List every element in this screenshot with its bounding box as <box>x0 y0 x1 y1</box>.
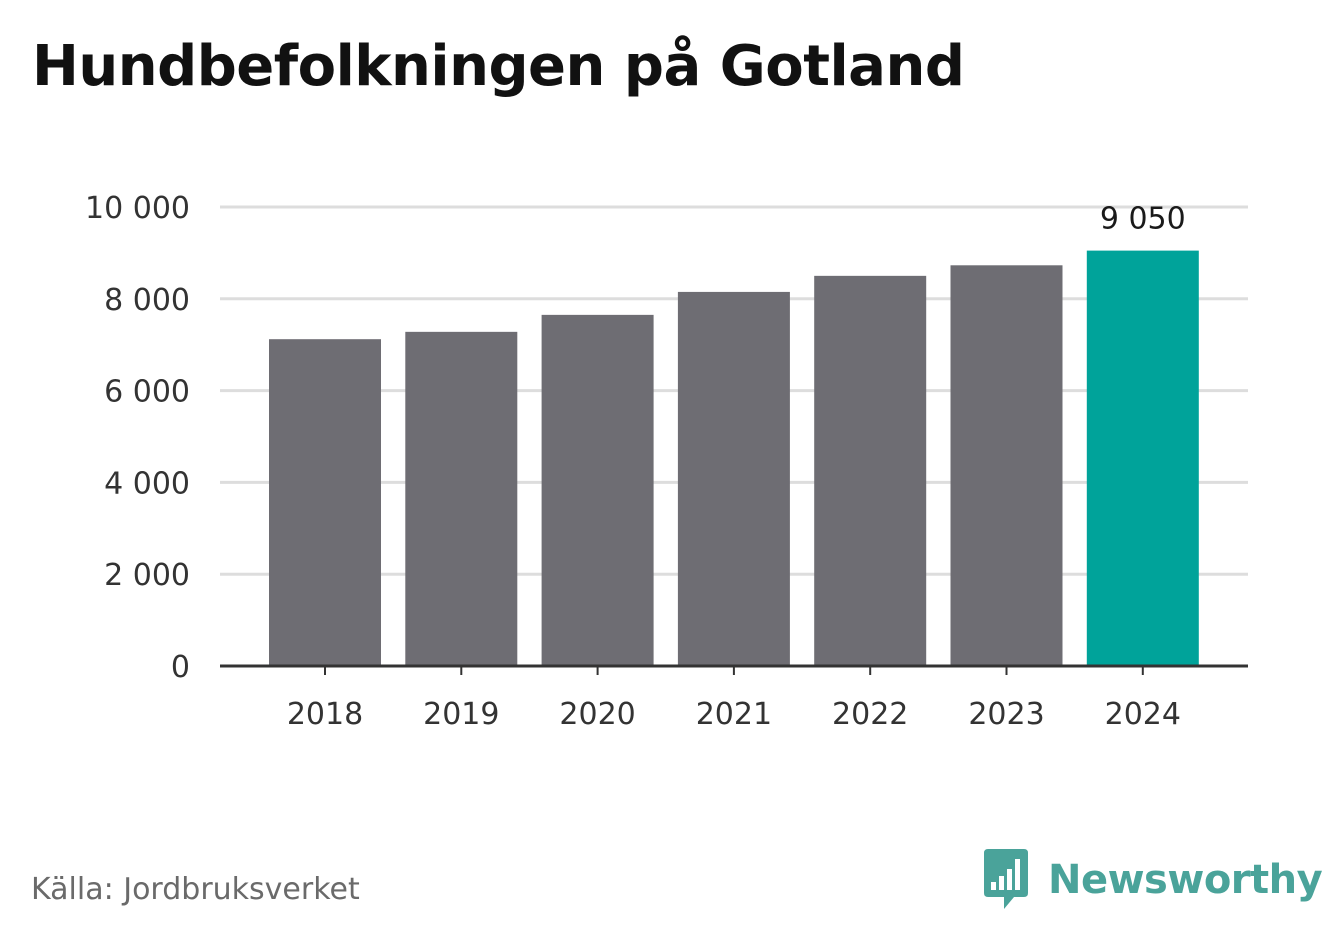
bar <box>950 265 1063 666</box>
bar-value-label: 9 050 <box>1100 202 1186 237</box>
brand-name: Newsworthy <box>1048 857 1322 903</box>
bar <box>269 339 381 666</box>
y-tick-label: 4 000 <box>104 466 190 501</box>
x-tick-label: 2018 <box>287 697 363 732</box>
x-tick-label: 2020 <box>559 697 635 732</box>
brand: Newsworthy <box>982 848 1322 912</box>
y-tick-label: 10 000 <box>85 191 190 226</box>
y-tick-label: 2 000 <box>104 558 190 593</box>
x-tick-label: 2023 <box>968 697 1044 732</box>
x-tick-label: 2019 <box>423 697 499 732</box>
x-tick-label: 2022 <box>832 697 908 732</box>
chart-title: Hundbefolkningen på Gotland <box>32 34 965 99</box>
bar <box>677 291 790 666</box>
y-tick-label: 0 <box>171 650 190 685</box>
bar <box>405 331 518 666</box>
bar <box>1086 250 1199 667</box>
newsworthy-logo-icon <box>984 849 1028 909</box>
bar <box>541 314 654 666</box>
y-tick-label: 8 000 <box>104 283 190 318</box>
source-note: Källa: Jordbruksverket <box>31 872 360 907</box>
x-tick-label: 2024 <box>1105 697 1181 732</box>
bar <box>814 275 927 666</box>
x-tick-label: 2021 <box>696 697 772 732</box>
y-tick-label: 6 000 <box>104 375 190 410</box>
